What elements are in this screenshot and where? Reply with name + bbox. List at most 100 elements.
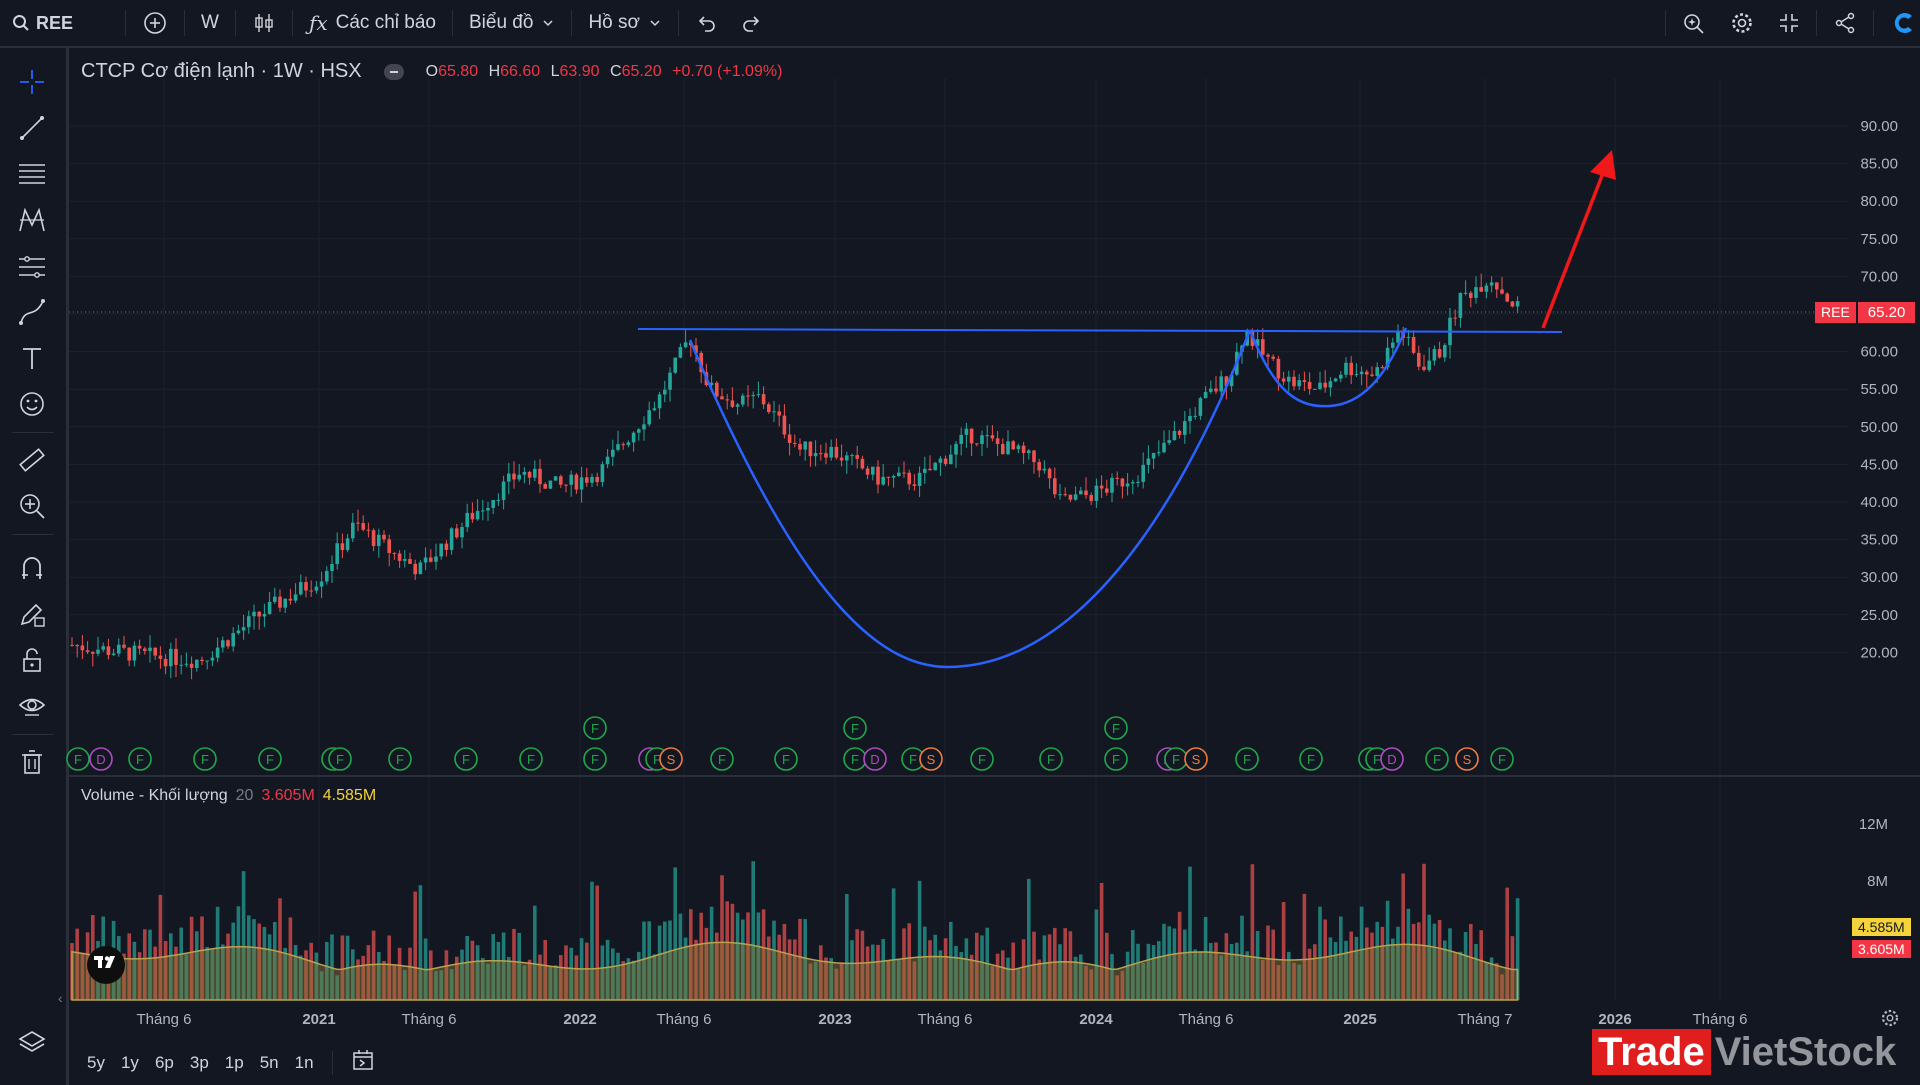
event-marker-f[interactable]: F [388,747,412,771]
settings-button[interactable] [1718,0,1766,46]
event-marker-f[interactable]: F [519,747,543,771]
chart-menu-button[interactable]: Biểu đồ [457,0,567,46]
goto-date-button[interactable] [343,1048,383,1077]
volume-bar [1016,968,1021,1000]
candle-body [1120,478,1125,487]
event-marker-d[interactable]: D [1380,747,1404,771]
candle-body [1151,452,1156,459]
candle-body [143,648,147,652]
chevron-down-icon [650,20,660,27]
delete-tool[interactable] [14,744,50,780]
crosshair-tool[interactable] [14,64,50,100]
collapse-arrow[interactable]: ‹ [58,990,63,1006]
range-5y[interactable]: 5y [87,1052,105,1072]
chart-type-button[interactable] [240,0,288,46]
event-marker-f[interactable]: F [1164,747,1188,771]
event-marker-f[interactable]: F [1299,747,1323,771]
indicators-button[interactable]: ƒx Các chỉ báo [297,0,448,46]
candle-body [923,468,927,473]
volume-bar [1136,943,1140,1000]
volume-bar [824,957,828,1000]
visibility-tool[interactable] [14,688,50,724]
event-marker-f[interactable]: F [193,747,217,771]
candle-body [517,474,521,480]
event-marker-f[interactable]: F [66,747,90,771]
event-marker-f[interactable]: F [843,716,867,740]
handle-curve[interactable] [1248,327,1408,408]
event-marker-s[interactable]: S [919,747,943,771]
candle-body [241,627,246,631]
tradingview-logo[interactable] [87,946,125,984]
event-marker-f[interactable]: F [1104,747,1128,771]
quick-search-button[interactable] [1670,0,1718,46]
crosshair-icon [20,70,44,94]
event-marker-f[interactable]: F [454,747,478,771]
event-marker-s[interactable]: S [1184,747,1208,771]
interval-button[interactable]: W [189,0,231,46]
text-tool[interactable] [14,340,50,376]
undo-button[interactable] [683,0,729,46]
event-marker-f[interactable]: F [1039,747,1063,771]
event-marker-f[interactable]: F [774,747,798,771]
event-marker-f[interactable]: F [328,747,352,771]
price-tick-label: 70.00 [1860,268,1898,285]
event-marker-f[interactable]: F [258,747,282,771]
range-1p[interactable]: 1p [224,1052,244,1072]
object-tree-tool[interactable] [14,1024,50,1060]
redo-button[interactable] [729,0,775,46]
resistance-line[interactable] [637,328,1563,333]
event-marker-f[interactable]: F [1104,716,1128,740]
volume-bar [1313,944,1317,1000]
breakout-arrow-line[interactable] [1541,167,1607,329]
volume-bar [1021,939,1026,1000]
range-1n[interactable]: 1n [294,1052,314,1072]
draw-mode-tool[interactable] [14,596,50,632]
event-marker-label: F [1047,752,1055,767]
legend-collapse-button[interactable] [383,63,404,80]
event-marker-label: F [1498,752,1506,767]
lock-tool[interactable] [14,642,50,678]
compare-button[interactable] [130,0,180,46]
event-marker-d[interactable]: D [863,747,887,771]
range-6p[interactable]: 6p [154,1052,174,1072]
event-marker-f[interactable]: F [843,747,867,771]
event-marker-s[interactable]: S [659,747,683,771]
event-marker-f[interactable]: F [128,747,152,771]
candle-body [876,466,880,485]
zoom-tool[interactable] [14,488,50,524]
axis-settings-button[interactable] [1880,1008,1900,1033]
range-5n[interactable]: 5n [259,1052,279,1072]
event-marker-f[interactable]: F [1425,747,1449,771]
fib-tool[interactable] [14,156,50,192]
range-1y[interactable]: 1y [120,1052,139,1072]
event-marker-s[interactable]: S [1455,747,1479,771]
brush-tool[interactable] [14,294,50,330]
event-marker-f[interactable]: F [1490,747,1514,771]
cup-curve[interactable] [688,329,1252,669]
candle-body [1443,345,1447,358]
event-marker-f[interactable]: F [970,747,994,771]
emoji-tool[interactable] [14,386,50,422]
symbol-search[interactable]: REE [0,0,85,46]
trend-line-tool[interactable] [14,110,50,146]
profile-menu-button[interactable]: Hồ sơ [576,0,674,46]
event-marker-f[interactable]: F [1235,747,1259,771]
pattern-tool[interactable] [14,202,50,238]
measure-tool[interactable] [14,442,50,478]
forecast-tool[interactable] [14,248,50,284]
volume-bar [1209,942,1213,1000]
volume-bar [808,963,813,1000]
range-3p[interactable]: 3p [189,1052,209,1072]
trash-icon [22,750,42,774]
event-marker-f[interactable]: F [710,747,734,771]
volume-bar [1110,953,1114,1000]
magnet-tool[interactable] [14,550,50,586]
event-marker-f[interactable]: F [583,747,607,771]
event-marker-f[interactable]: F [583,716,607,740]
event-marker-d[interactable]: D [89,747,113,771]
volume-bar [1276,965,1281,1000]
share-button[interactable] [1821,0,1869,46]
fullscreen-button[interactable] [1766,0,1812,46]
volume-bar [1375,921,1379,1000]
